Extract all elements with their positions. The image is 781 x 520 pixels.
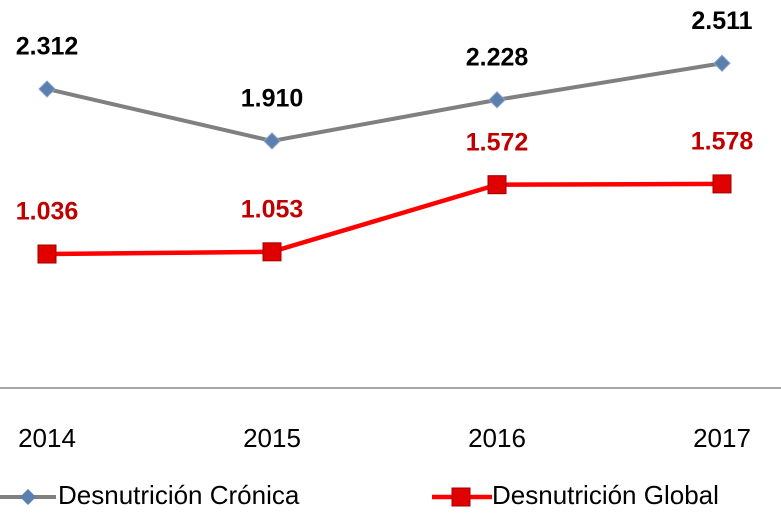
data-label: 2.228 bbox=[466, 43, 529, 71]
data-point bbox=[263, 132, 281, 150]
legend-label: Desnutrición Crónica bbox=[58, 480, 300, 510]
legend-marker bbox=[20, 489, 36, 505]
data-point bbox=[37, 244, 57, 264]
data-label: 1.572 bbox=[466, 128, 529, 156]
data-point bbox=[38, 80, 56, 98]
data-label: 2.511 bbox=[691, 7, 752, 35]
series-line bbox=[46, 61, 723, 144]
data-point bbox=[488, 91, 506, 109]
legend-marker bbox=[451, 487, 471, 507]
data-label: 2.312 bbox=[16, 33, 79, 61]
data-label: 1.578 bbox=[691, 128, 754, 156]
series-line bbox=[46, 181, 723, 257]
data-point bbox=[262, 242, 282, 262]
data-point bbox=[713, 54, 731, 72]
data-label: 1.910 bbox=[241, 85, 304, 113]
legend-label: Desnutrición Global bbox=[492, 480, 719, 510]
x-tick-label: 2017 bbox=[693, 423, 751, 453]
data-point bbox=[487, 175, 507, 195]
x-tick-label: 2015 bbox=[243, 423, 301, 453]
data-point bbox=[712, 174, 732, 194]
x-tick-label: 2016 bbox=[468, 423, 526, 453]
data-label: 1.036 bbox=[16, 198, 79, 226]
x-tick-label: 2014 bbox=[18, 423, 76, 453]
data-label: 1.053 bbox=[241, 195, 304, 223]
